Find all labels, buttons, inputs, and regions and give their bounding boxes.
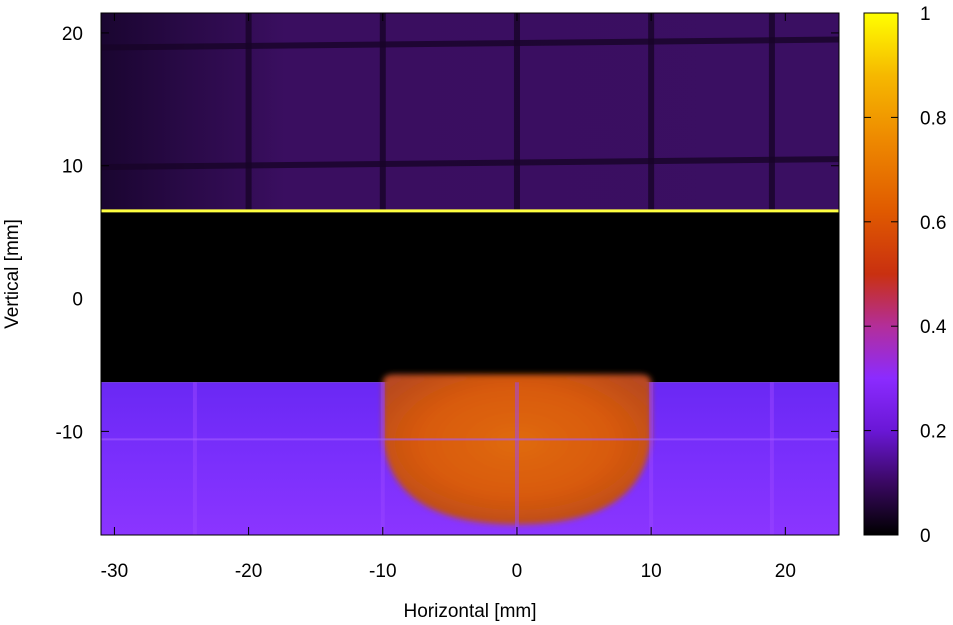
plot-frame bbox=[100, 12, 840, 536]
x-tick-label: -10 bbox=[369, 561, 396, 582]
mesh-line-vertical bbox=[768, 13, 775, 211]
heatmap-dark-gap bbox=[101, 210, 839, 383]
plot-area bbox=[101, 13, 839, 535]
mesh-line-horizontal bbox=[101, 36, 839, 51]
colorbar-tick-label: 1 bbox=[920, 4, 931, 25]
x-tick-label: -20 bbox=[235, 561, 262, 582]
mesh-line-vertical bbox=[513, 13, 520, 211]
x-tick-label: 10 bbox=[641, 561, 662, 582]
mesh-line-vertical bbox=[648, 13, 655, 211]
colorbar-tick-label: 0.6 bbox=[920, 213, 946, 234]
colorbar-tick-label: 0.2 bbox=[920, 422, 946, 443]
colorbar bbox=[863, 12, 899, 536]
y-axis: -10 0 10 20 bbox=[56, 24, 839, 443]
mesh-line-vertical bbox=[379, 13, 386, 211]
mesh-line-vertical bbox=[245, 13, 252, 211]
y-axis-title: Vertical [mm] bbox=[2, 219, 23, 329]
lower-seam bbox=[514, 382, 519, 535]
colorbar-tick-label: 0.8 bbox=[920, 108, 946, 129]
x-tick-label: -30 bbox=[101, 561, 128, 582]
lower-seam bbox=[649, 382, 654, 535]
lower-seam bbox=[769, 382, 774, 535]
colorbar-tick-label: 0 bbox=[920, 526, 931, 547]
y-tick-label: -10 bbox=[56, 422, 83, 443]
colorbar-tick-label: 0.4 bbox=[920, 317, 947, 338]
x-axis: -30 -20 -10 0 10 20 bbox=[101, 13, 796, 582]
x-tick-label: 20 bbox=[775, 561, 796, 582]
mesh-line-horizontal bbox=[101, 156, 839, 171]
y-tick-label: 10 bbox=[62, 157, 83, 178]
y-tick-label: 0 bbox=[72, 290, 83, 311]
y-tick-label: 20 bbox=[62, 24, 83, 45]
colorbar-axis: 0 0.2 0.4 0.6 0.8 1 bbox=[864, 4, 947, 547]
x-tick-label: 0 bbox=[512, 561, 523, 582]
lower-seam bbox=[380, 382, 385, 535]
lower-seam bbox=[192, 382, 197, 535]
x-axis-title: Horizontal [mm] bbox=[403, 601, 536, 622]
